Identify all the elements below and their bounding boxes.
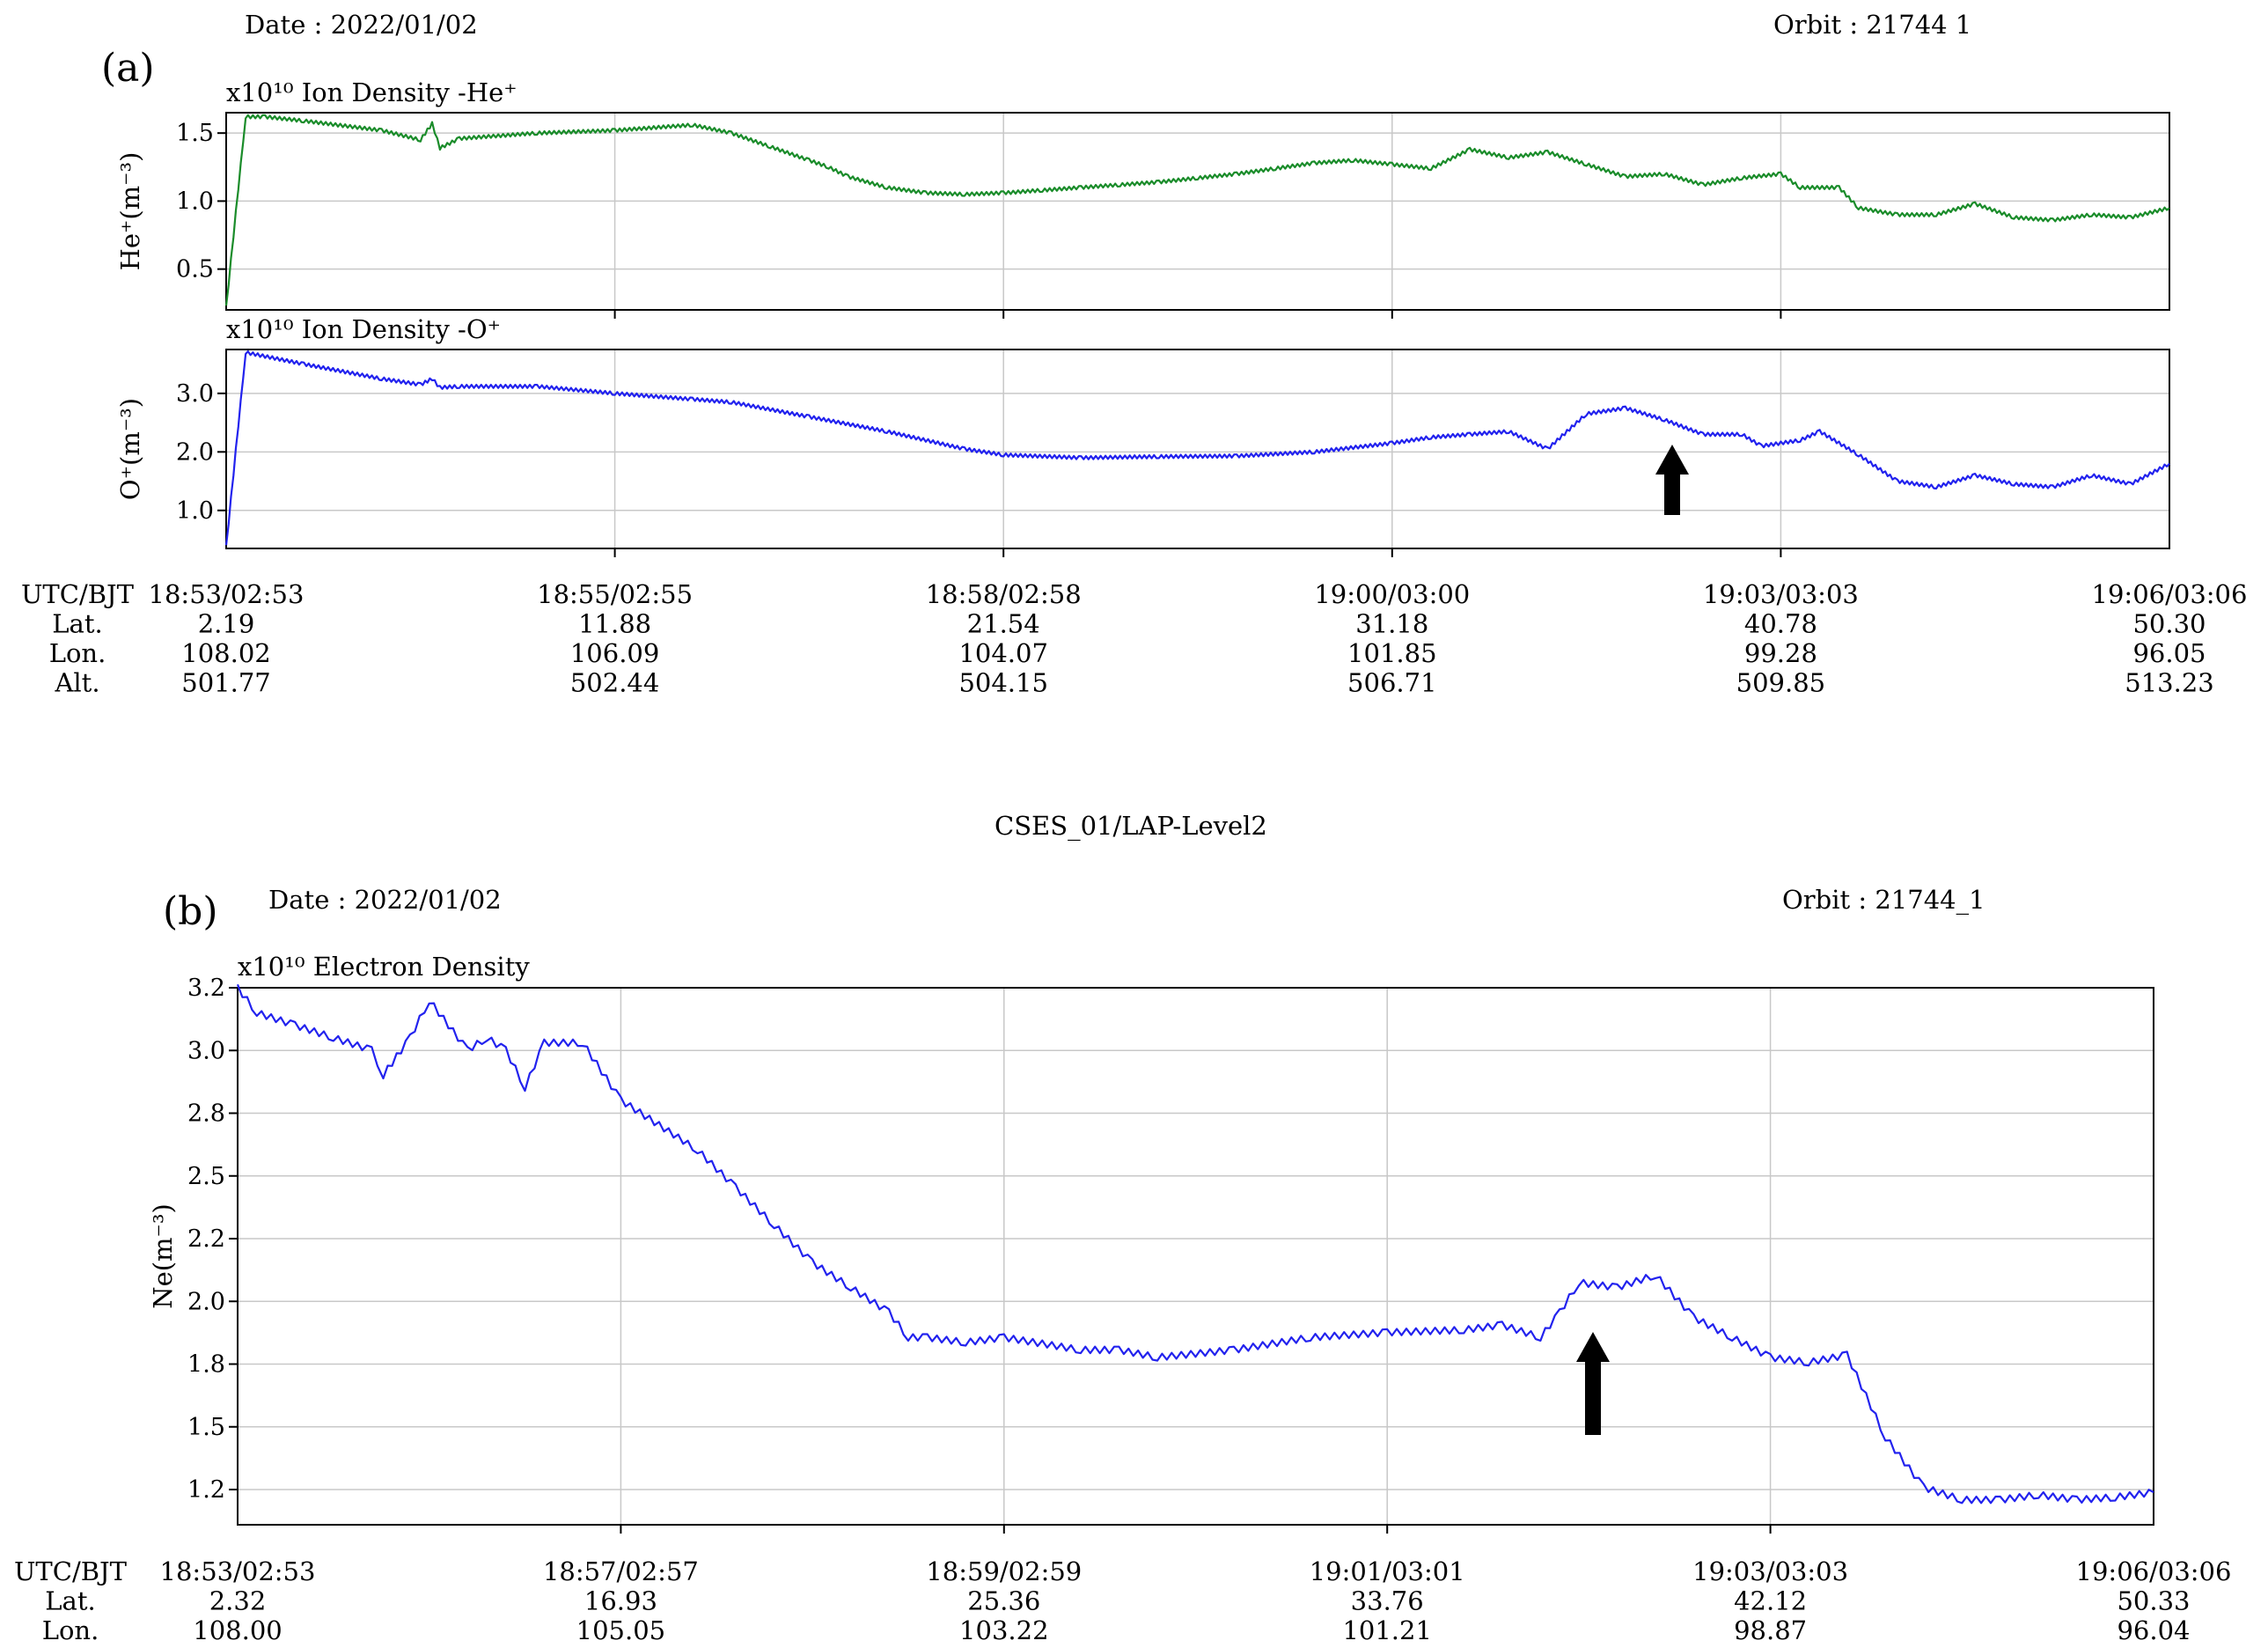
subplot-title: x10¹⁰ Electron Density bbox=[238, 952, 530, 982]
panel-b-label: (b) bbox=[163, 889, 218, 934]
info-row-header: Lon. bbox=[49, 638, 106, 668]
y-tick-label: 2.0 bbox=[176, 438, 214, 466]
annotation-arrow bbox=[1655, 445, 1689, 515]
info-cell: 108.00 bbox=[193, 1615, 282, 1645]
info-cell: 21.54 bbox=[967, 609, 1040, 639]
info-row-header: Lat. bbox=[52, 609, 102, 639]
info-row-header: Alt. bbox=[54, 668, 99, 698]
info-cell: 50.33 bbox=[2117, 1586, 2190, 1616]
panel-b-orbit: Orbit : 21744_1 bbox=[1782, 885, 1985, 916]
info-cell: 2.32 bbox=[209, 1586, 267, 1616]
panel-a-date: Date : 2022/01/02 bbox=[245, 10, 478, 40]
info-cell: 18:59/02:59 bbox=[926, 1556, 1082, 1586]
panel-a-label: (a) bbox=[101, 46, 155, 91]
info-row-header: UTC/BJT bbox=[14, 1556, 128, 1586]
y-tick-label: 1.8 bbox=[187, 1351, 225, 1379]
y-tick-label: 1.5 bbox=[187, 1414, 225, 1441]
info-cell: 31.18 bbox=[1355, 609, 1428, 639]
info-cell: 96.05 bbox=[2132, 638, 2206, 668]
info-cell: 513.23 bbox=[2125, 668, 2213, 698]
y-tick-label: 3.0 bbox=[187, 1037, 225, 1064]
info-cell: 104.07 bbox=[958, 638, 1047, 668]
y-tick-label: 3.0 bbox=[176, 380, 214, 408]
info-cell: 25.36 bbox=[967, 1586, 1040, 1616]
subplot-title: x10¹⁰ Ion Density -He⁺ bbox=[226, 77, 517, 107]
plot-frame bbox=[225, 112, 2170, 311]
info-cell: 99.28 bbox=[1744, 638, 1817, 668]
y-tick-label: 0.5 bbox=[176, 256, 214, 283]
info-cell: 18:57/02:57 bbox=[543, 1556, 699, 1586]
info-cell: 11.88 bbox=[578, 609, 651, 639]
info-cell: 50.30 bbox=[2132, 609, 2206, 639]
info-cell: 18:53/02:53 bbox=[160, 1556, 316, 1586]
y-tick-label: 1.2 bbox=[187, 1476, 225, 1504]
info-cell: 18:58/02:58 bbox=[926, 579, 1082, 609]
info-cell: 506.71 bbox=[1347, 668, 1436, 698]
info-cell: 105.05 bbox=[576, 1615, 665, 1645]
info-cell: 40.78 bbox=[1744, 609, 1817, 639]
info-cell: 19:00/03:00 bbox=[1314, 579, 1470, 609]
plot-frame bbox=[225, 349, 2170, 549]
info-cell: 509.85 bbox=[1736, 668, 1825, 698]
info-cell: 504.15 bbox=[958, 668, 1047, 698]
info-cell: 19:06/03:06 bbox=[2076, 1556, 2232, 1586]
panel-b-date: Date : 2022/01/02 bbox=[268, 885, 502, 915]
plot-frame bbox=[237, 987, 2154, 1526]
subplot-he-ion-density: 0.5 1.0 1.5 x10¹⁰ Ion Density -He⁺ He⁺(m⁻³) bbox=[115, 77, 2170, 319]
annotation-arrow bbox=[1576, 1332, 1610, 1435]
y-axis-label: He⁺(m⁻³) bbox=[115, 152, 145, 271]
center-title: CSES_01/LAP-Level2 bbox=[995, 811, 1267, 842]
info-cell: 16.93 bbox=[584, 1586, 657, 1616]
y-axis-label: O⁺(m⁻³) bbox=[115, 398, 145, 500]
y-axis-label: Ne(m⁻³) bbox=[148, 1203, 178, 1309]
panel-a-orbit: Orbit : 21744 1 bbox=[1773, 10, 1971, 40]
info-cell: 19:03/03:03 bbox=[1703, 579, 1859, 609]
info-cell: 108.02 bbox=[181, 638, 270, 668]
info-row-header: UTC/BJT bbox=[21, 579, 135, 609]
info-cell: 19:06/03:06 bbox=[2092, 579, 2248, 609]
info-cell: 18:53/02:53 bbox=[149, 579, 305, 609]
info-cell: 502.44 bbox=[570, 668, 659, 698]
info-cell: 101.21 bbox=[1342, 1615, 1431, 1645]
info-cell: 19:01/03:01 bbox=[1310, 1556, 1465, 1586]
subplot-o-ion-density: 1.0 2.0 3.0 x10¹⁰ Ion Density -O⁺ O⁺(m⁻³) bbox=[115, 314, 2170, 557]
info-cell: 42.12 bbox=[1734, 1586, 1807, 1616]
info-cell: 98.87 bbox=[1734, 1615, 1807, 1645]
y-tick-label: 2.5 bbox=[187, 1163, 225, 1190]
info-cell: 96.04 bbox=[2117, 1615, 2190, 1645]
info-cell: 106.09 bbox=[570, 638, 659, 668]
info-cell: 33.76 bbox=[1351, 1586, 1424, 1616]
info-row-header: Lat. bbox=[45, 1586, 95, 1616]
data-series-line bbox=[224, 114, 2170, 306]
info-cell: 2.19 bbox=[198, 609, 255, 639]
subplot-title: x10¹⁰ Ion Density -O⁺ bbox=[226, 314, 501, 344]
y-tick-label: 2.2 bbox=[187, 1225, 225, 1253]
info-cell: 18:55/02:55 bbox=[537, 579, 693, 609]
y-tick-label: 1.0 bbox=[176, 497, 214, 525]
y-tick-label: 2.0 bbox=[187, 1288, 225, 1315]
info-row-header: Lon. bbox=[42, 1615, 99, 1645]
y-tick-label: 3.2 bbox=[187, 975, 225, 1002]
subplot-electron-density: 1.2 1.5 1.8 2.0 2.2 2.5 2.8 3.0 3.2 x10¹⁰ Electro… bbox=[148, 952, 2154, 1534]
y-tick-label: 2.8 bbox=[187, 1100, 225, 1128]
info-cell: 101.85 bbox=[1347, 638, 1436, 668]
y-tick-label: 1.0 bbox=[176, 188, 214, 215]
y-tick-label: 1.5 bbox=[176, 120, 214, 147]
info-cell: 19:03/03:03 bbox=[1692, 1556, 1848, 1586]
info-cell: 501.77 bbox=[181, 668, 270, 698]
info-cell: 103.22 bbox=[959, 1615, 1048, 1645]
data-series-line bbox=[224, 350, 2170, 546]
data-series-line bbox=[236, 983, 2154, 1505]
